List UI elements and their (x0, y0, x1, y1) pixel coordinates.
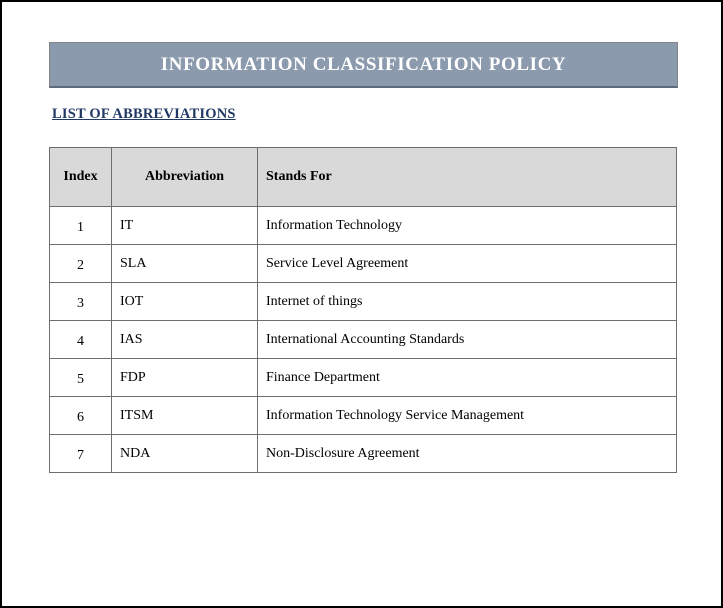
cell-index: 6 (49, 396, 112, 435)
column-header-stands-for: Stands For (257, 147, 677, 207)
column-header-index: Index (49, 147, 112, 207)
document-title: INFORMATION CLASSIFICATION POLICY (160, 53, 567, 75)
cell-stands-for: Information Technology Service Managemen… (257, 396, 677, 435)
cell-index: 7 (49, 434, 112, 473)
table-row: 7 NDA Non-Disclosure Agreement (49, 434, 677, 473)
cell-index: 4 (49, 320, 112, 359)
cell-index: 3 (49, 282, 112, 321)
abbreviations-table: Index Abbreviation Stands For 1 IT Infor… (49, 147, 677, 473)
cell-stands-for: Finance Department (257, 358, 677, 397)
cell-index: 1 (49, 206, 112, 245)
cell-stands-for: Internet of things (257, 282, 677, 321)
table-row: 2 SLA Service Level Agreement (49, 244, 677, 283)
cell-abbreviation: IT (111, 206, 258, 245)
cell-abbreviation: ITSM (111, 396, 258, 435)
table-header-row: Index Abbreviation Stands For (49, 147, 677, 207)
title-banner: INFORMATION CLASSIFICATION POLICY (49, 42, 678, 88)
section-heading-list-of-abbreviations: LIST OF ABBREVIATIONS (52, 106, 236, 122)
cell-stands-for: Non-Disclosure Agreement (257, 434, 677, 473)
cell-abbreviation: FDP (111, 358, 258, 397)
cell-stands-for: Service Level Agreement (257, 244, 677, 283)
cell-abbreviation: NDA (111, 434, 258, 473)
cell-abbreviation: IAS (111, 320, 258, 359)
table-row: 6 ITSM Information Technology Service Ma… (49, 396, 677, 435)
cell-stands-for: Information Technology (257, 206, 677, 245)
table-row: 1 IT Information Technology (49, 206, 677, 245)
table-row: 5 FDP Finance Department (49, 358, 677, 397)
cell-index: 2 (49, 244, 112, 283)
table-row: 4 IAS International Accounting Standards (49, 320, 677, 359)
column-header-abbreviation: Abbreviation (111, 147, 258, 207)
cell-index: 5 (49, 358, 112, 397)
table-row: 3 IOT Internet of things (49, 282, 677, 321)
cell-abbreviation: SLA (111, 244, 258, 283)
cell-stands-for: International Accounting Standards (257, 320, 677, 359)
cell-abbreviation: IOT (111, 282, 258, 321)
